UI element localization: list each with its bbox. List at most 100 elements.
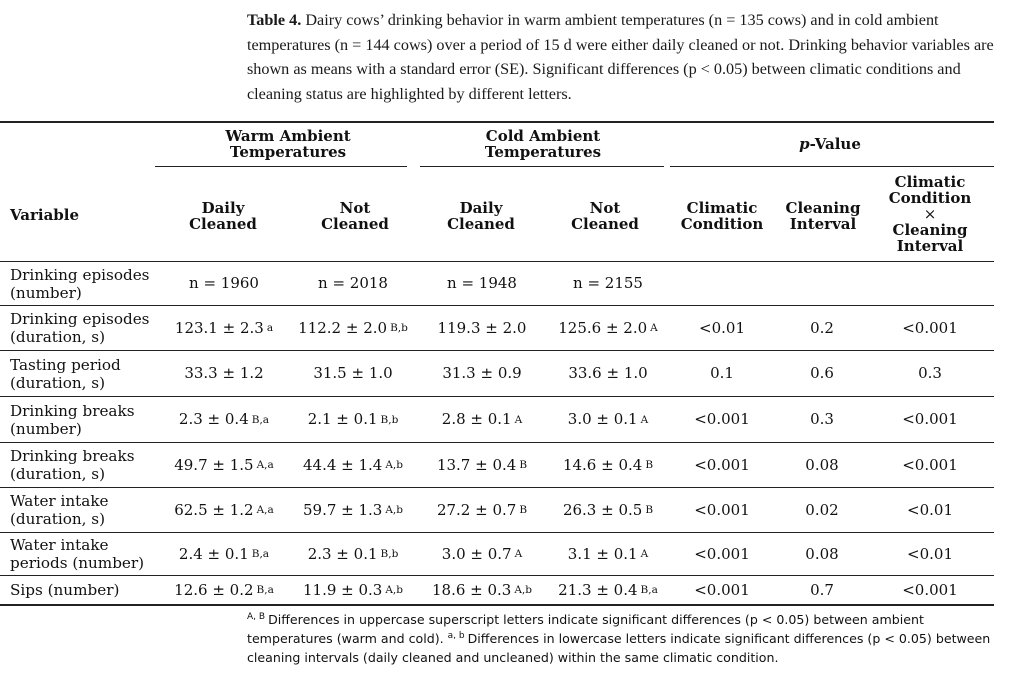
cell-value: 26.3 ± 0.5	[562, 500, 643, 519]
interaction-times: ×	[923, 205, 937, 223]
cell-warm-daily: 123.1 ± 2.3 a	[174, 318, 274, 337]
cell-cleaning: 0.02	[772, 488, 872, 532]
cell-value: 0.1	[710, 364, 734, 382]
cell-climatic: <0.001	[672, 576, 772, 604]
cell-interaction: <0.001	[872, 576, 988, 604]
table-caption: Table 4. Dairy cows’ drinking behavior i…	[247, 8, 1003, 106]
cell-value: 2.3 ± 0.4	[178, 410, 249, 428]
cell-value: <0.001	[694, 500, 750, 519]
caption-label: Table 4.	[247, 11, 302, 29]
cell-cleaning: 0.3	[772, 397, 872, 442]
column-header-variable: Variable	[10, 206, 80, 224]
cell-cold-daily: 31.3 ± 0.9	[418, 351, 546, 396]
warm-group-rule	[155, 166, 407, 167]
cell-warm-not: 11.9 ± 0.3 A,b	[302, 580, 403, 599]
cell-interaction	[872, 262, 988, 305]
cell-climatic	[672, 262, 772, 305]
cell-cold-not: n = 2155	[546, 262, 670, 305]
cell-value: 2.4 ± 0.1	[178, 544, 249, 563]
cell-value: 123.1 ± 2.3	[174, 318, 264, 337]
table-footnote: A, B Differences in uppercase superscript…	[247, 610, 1007, 667]
cell-warm-not: 59.7 ± 1.3 A,b	[302, 500, 403, 519]
row-rule	[0, 350, 994, 351]
row-variable-label: Drinking episodes (number)	[10, 265, 150, 302]
cell-climatic: <0.001	[672, 443, 772, 487]
cell-value: <0.01	[907, 500, 953, 519]
cell-cold-daily: 13.7 ± 0.4 B	[436, 455, 528, 474]
group-header-warm: Warm Ambient Temperatures	[225, 127, 351, 161]
cell-value: n = 2018	[318, 274, 388, 292]
cell-cleaning: 0.6	[772, 351, 872, 396]
row-variable-label: Water intake (duration, s)	[10, 492, 109, 528]
cell-warm-daily: 2.3 ± 0.4 B,a	[178, 410, 270, 428]
column-header-cold-daily: Daily Cleaned	[447, 199, 515, 233]
column-header-cold-not: Not Cleaned	[571, 199, 639, 233]
cell-warm-not: 2.1 ± 0.1 B,b	[307, 410, 399, 428]
cell-warm-daily: n = 1960	[160, 262, 288, 305]
column-header-interaction: Climatic Condition × Cleaning Interval	[880, 170, 980, 258]
cell-value: 3.0 ± 0.1	[567, 410, 638, 428]
cell-value: 0.7	[810, 580, 834, 599]
cell-cold-daily: n = 1948	[418, 262, 546, 305]
cell-value: 3.0 ± 0.7	[441, 544, 512, 563]
cell-value: 31.3 ± 0.9	[442, 364, 522, 382]
cell-value: 18.6 ± 0.3	[431, 580, 512, 599]
cell-cold-daily: 2.8 ± 0.1 A	[441, 410, 523, 428]
cell-value: 33.3 ± 1.2	[184, 364, 264, 382]
row-rule	[0, 532, 994, 533]
cell-climatic: <0.001	[672, 397, 772, 442]
cell-interaction: 0.3	[872, 351, 988, 396]
caption-text: Dairy cows’ drinking behavior in warm am…	[247, 11, 994, 103]
cell-cold-daily: 3.0 ± 0.7 A	[441, 544, 523, 563]
cell-value: <0.001	[902, 410, 958, 428]
cell-value: 12.6 ± 0.2	[174, 580, 254, 599]
cell-value: <0.001	[902, 455, 958, 474]
cell-value: 0.08	[805, 544, 839, 563]
cell-value: 44.4 ± 1.4	[302, 455, 383, 474]
pvalue-rest: -Value	[809, 135, 861, 153]
cell-value: <0.01	[699, 318, 745, 337]
cell-cold-not: 3.1 ± 0.1 A	[567, 544, 649, 563]
cell-value: <0.001	[902, 580, 958, 599]
cell-value: <0.001	[694, 455, 750, 474]
cell-value: n = 1960	[189, 274, 259, 292]
cell-warm-not: n = 2018	[288, 262, 418, 305]
cell-warm-not: 31.5 ± 1.0	[288, 351, 418, 396]
cell-cold-daily: 119.3 ± 2.0	[418, 306, 546, 350]
cell-cleaning: 0.08	[772, 443, 872, 487]
row-rule	[0, 487, 994, 488]
cell-interaction: <0.001	[872, 397, 988, 442]
row-variable-label: Drinking episodes (duration, s)	[10, 310, 150, 346]
cell-warm-not: 44.4 ± 1.4 A,b	[302, 455, 403, 474]
pvalue-italic-p: p	[799, 135, 810, 153]
cell-value: 0.08	[805, 455, 839, 474]
cell-value: 2.1 ± 0.1	[307, 410, 378, 428]
table-top-rule	[0, 121, 994, 123]
row-variable-label: Drinking breaks (duration, s)	[10, 447, 135, 483]
cell-climatic: <0.01	[672, 306, 772, 350]
cold-group-rule	[420, 166, 664, 167]
cell-cold-not: 26.3 ± 0.5 B	[562, 500, 654, 519]
header-bottom-rule	[0, 261, 994, 262]
cell-cold-not: 33.6 ± 1.0	[546, 351, 670, 396]
footnote-upper-text: Differences in uppercase superscript let…	[247, 612, 924, 646]
cell-warm-daily: 12.6 ± 0.2 B,a	[174, 580, 274, 599]
cell-warm-not: 2.3 ± 0.1 B,b	[307, 544, 399, 563]
interaction-line-1: Climatic Condition	[888, 173, 972, 207]
column-header-warm-not: Not Cleaned	[321, 199, 389, 233]
cell-value: 14.6 ± 0.4	[562, 455, 643, 474]
row-rule	[0, 396, 994, 397]
cell-value: 119.3 ± 2.0	[437, 318, 527, 337]
group-header-cold: Cold Ambient Temperatures	[484, 127, 602, 161]
cell-interaction: <0.01	[872, 488, 988, 532]
row-rule	[0, 442, 994, 443]
footnote-lower-marker: a, b	[447, 631, 465, 641]
table-bottom-rule	[0, 604, 994, 606]
cell-value: <0.001	[694, 580, 750, 599]
pvalue-group-rule	[670, 166, 994, 167]
cell-cold-daily: 27.2 ± 0.7 B	[436, 500, 528, 519]
cell-interaction: <0.01	[872, 533, 988, 575]
cell-warm-daily: 49.7 ± 1.5 A,a	[174, 455, 274, 474]
cell-value: 2.8 ± 0.1	[441, 410, 512, 428]
